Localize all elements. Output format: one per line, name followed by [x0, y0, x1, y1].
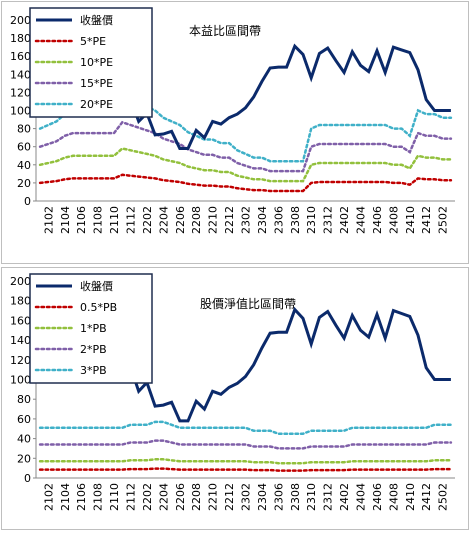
x-tick-label: 2202	[141, 206, 154, 234]
x-tick-label: 2304	[256, 483, 269, 511]
x-tick-label: 2102	[42, 206, 55, 234]
x-tick-label: 2306	[272, 206, 285, 234]
x-tick-label: 2312	[322, 483, 335, 511]
y-tick-label: 80	[17, 393, 31, 406]
x-tick-label: 2412	[420, 206, 433, 234]
x-tick-label: 2502	[437, 483, 450, 511]
legend-label: 1*PB	[80, 322, 107, 335]
legend: 收盤價 0.5*PB 1*PB 2*PB 3*PB	[29, 273, 153, 384]
y-tick-label: 100	[10, 105, 31, 118]
y-tick-label: 60	[17, 413, 31, 426]
x-tick-label: 2308	[289, 483, 302, 511]
y-tick-label: 200	[10, 14, 31, 27]
chart-title: 本益比區間帶	[189, 24, 261, 38]
x-tick-label: 2206	[174, 206, 187, 234]
x-tick-label: 2112	[124, 206, 137, 234]
x-tick-label: 2304	[256, 206, 269, 234]
x-tick-label: 2106	[75, 483, 88, 511]
legend-label: 15*PE	[80, 77, 113, 90]
x-tick-label: 2104	[59, 206, 72, 234]
x-tick-label: 2110	[108, 483, 121, 511]
x-tick-label: 2308	[289, 206, 302, 234]
chart: 0 20 40 60 80 100 120 140 160 180 200 2102 2104 2106 2…	[1, 267, 469, 530]
x-tick-label: 2208	[190, 483, 203, 511]
legend-label: 10*PE	[80, 56, 113, 69]
x-tick-label: 2206	[174, 483, 187, 511]
y-tick-label: 80	[17, 123, 31, 136]
y-tick-label: 120	[10, 86, 31, 99]
x-tick-label: 2302	[240, 206, 253, 234]
legend-label: 0.5*PB	[80, 301, 117, 314]
legend-label: 2*PB	[80, 343, 107, 356]
y-tick-label: 200	[10, 275, 31, 288]
chart-title: 股價淨值比區間帶	[200, 296, 296, 311]
y-tick-label: 120	[10, 354, 31, 367]
y-tick-label: 140	[10, 334, 31, 347]
x-tick-label: 2302	[240, 483, 253, 511]
y-tick-label: 60	[17, 141, 31, 154]
legend: 收盤價 5*PE 10*PE 15*PE 20*PE	[29, 7, 153, 118]
x-tick-label: 2404	[355, 206, 368, 234]
x-tick-label: 2112	[124, 483, 137, 511]
x-tick-label: 2306	[272, 483, 285, 511]
x-tick-label: 2408	[387, 483, 400, 511]
legend-label: 5*PE	[80, 35, 106, 48]
x-tick-label: 2312	[322, 206, 335, 234]
x-tick-label: 2204	[157, 483, 170, 511]
y-tick-label: 180	[10, 295, 31, 308]
x-tick-label: 2110	[108, 206, 121, 234]
chart: 0 20 40 60 80 100 120 140 160 180 200 2102 2104 2106 2…	[1, 1, 469, 264]
x-tick-label: 2210	[207, 206, 220, 234]
legend-label: 3*PB	[80, 364, 107, 377]
y-tick-label: 40	[17, 159, 31, 172]
x-tick-label: 2310	[305, 483, 318, 511]
x-tick-label: 2108	[92, 206, 105, 234]
x-tick-label: 2106	[75, 206, 88, 234]
y-tick-label: 0	[24, 195, 31, 208]
series-line	[38, 420, 453, 435]
legend-label: 收盤價	[80, 279, 113, 293]
x-tick-label: 2102	[42, 483, 55, 511]
x-tick-label: 2212	[223, 206, 236, 234]
y-tick-label: 160	[10, 314, 31, 327]
x-tick-label: 2502	[437, 206, 450, 234]
x-tick-label: 2410	[404, 483, 417, 511]
x-tick-label: 2406	[371, 483, 384, 511]
y-tick-label: 20	[17, 452, 31, 465]
series-line	[38, 467, 453, 472]
x-tick-label: 2402	[338, 206, 351, 234]
x-tick-label: 2208	[190, 206, 203, 234]
x-tick-label: 2210	[207, 483, 220, 511]
x-tick-label: 2310	[305, 206, 318, 234]
series-line	[38, 173, 453, 193]
x-tick-label: 2408	[387, 206, 400, 234]
series-line	[38, 458, 453, 465]
y-tick-label: 20	[17, 177, 31, 190]
x-tick-label: 2108	[92, 483, 105, 511]
x-tick-label: 2202	[141, 483, 154, 511]
x-tick-label: 2412	[420, 483, 433, 511]
y-tick-label: 160	[10, 50, 31, 63]
series-line	[38, 147, 453, 183]
x-tick-label: 2410	[404, 206, 417, 234]
y-tick-label: 180	[10, 32, 31, 45]
x-tick-label: 2406	[371, 206, 384, 234]
series-line	[38, 439, 453, 450]
x-tick-label: 2104	[59, 483, 72, 511]
x-tick-label: 2204	[157, 206, 170, 234]
series-line	[38, 120, 453, 173]
y-tick-label: 100	[10, 374, 31, 387]
y-tick-label: 140	[10, 68, 31, 81]
x-tick-label: 2402	[338, 483, 351, 511]
legend-label: 20*PE	[80, 98, 113, 111]
x-tick-label: 2212	[223, 483, 236, 511]
x-tick-label: 2404	[355, 483, 368, 511]
legend-label: 收盤價	[80, 13, 113, 27]
y-tick-label: 40	[17, 433, 31, 446]
y-tick-label: 0	[24, 472, 31, 485]
